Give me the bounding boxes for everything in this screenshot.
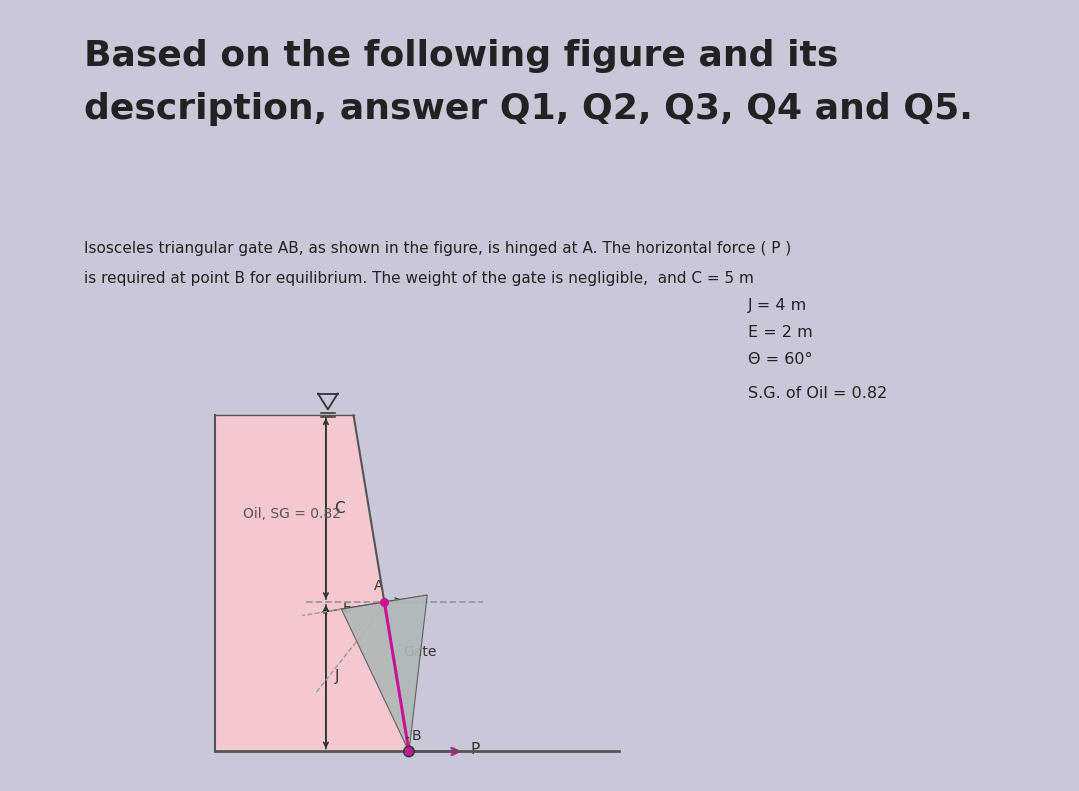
- Text: E = 2 m: E = 2 m: [749, 325, 814, 340]
- Polygon shape: [341, 595, 427, 751]
- Text: B: B: [412, 729, 422, 743]
- Text: Gate: Gate: [404, 645, 437, 659]
- Text: Oil, SG = 0.82: Oil, SG = 0.82: [243, 507, 341, 521]
- Text: J = 4 m: J = 4 m: [749, 298, 807, 313]
- Text: J: J: [334, 669, 339, 684]
- Polygon shape: [215, 415, 409, 751]
- Text: E: E: [343, 601, 352, 615]
- Text: A: A: [373, 579, 383, 593]
- Text: Based on the following figure and its: Based on the following figure and its: [84, 39, 838, 73]
- Text: is required at point B for equilibrium. The weight of the gate is negligible,  a: is required at point B for equilibrium. …: [84, 271, 753, 286]
- Text: P: P: [470, 742, 479, 757]
- Text: description, answer Q1, Q2, Q3, Q4 and Q5.: description, answer Q1, Q2, Q3, Q4 and Q…: [84, 92, 972, 126]
- Text: Θ = 60°: Θ = 60°: [749, 351, 812, 366]
- Text: Isosceles triangular gate AB, as shown in the figure, is hinged at A. The horizo: Isosceles triangular gate AB, as shown i…: [84, 240, 791, 255]
- Text: S.G. of Oil = 0.82: S.G. of Oil = 0.82: [749, 386, 888, 401]
- Text: C: C: [334, 501, 345, 517]
